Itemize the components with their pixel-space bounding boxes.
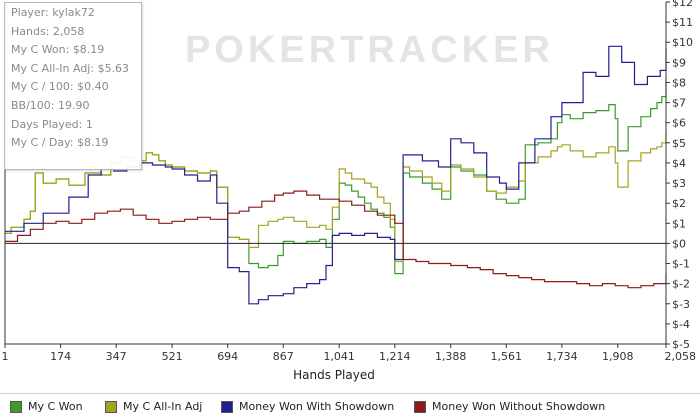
- y-tick-label: $1: [672, 217, 686, 230]
- y-tick-label: $-5: [672, 338, 690, 351]
- y-tick-label: $3: [672, 177, 686, 190]
- legend-label: Money Won With Showdown: [239, 400, 395, 413]
- y-tick-label: $5: [672, 137, 686, 150]
- x-tick-label: 867: [273, 350, 294, 363]
- y-tick-label: $12: [672, 0, 693, 9]
- series-line: [5, 190, 667, 289]
- y-tick-label: $10: [672, 36, 693, 49]
- y-tick-label: $9: [672, 56, 686, 69]
- x-axis-title: Hands Played: [293, 368, 375, 382]
- legend-item-all-in-adj[interactable]: My C All-In Adj: [105, 401, 202, 413]
- legend-swatch: [10, 401, 22, 413]
- legend-swatch: [414, 401, 426, 413]
- y-tick-label: $-2: [672, 278, 690, 291]
- chart: POKERTRACKER $-5 $-4 $-3 $-2 $-1 $0 $1 $2 $3 $4 $5…: [2, 0, 697, 382]
- stat-per-100: My C / 100: $0.40: [11, 80, 109, 94]
- y-tick-label: $-3: [672, 298, 690, 311]
- stat-per-day: My C / Day: $8.19: [11, 136, 109, 150]
- series-line: [5, 45, 667, 305]
- x-tick-label: 1,908: [602, 350, 634, 363]
- legend-swatch: [105, 401, 117, 413]
- stat-won: My C Won: $8.19: [11, 43, 105, 57]
- legend-item-my-c-won[interactable]: My C Won: [10, 401, 83, 413]
- legend-label: My C Won: [28, 400, 83, 413]
- x-tick-label: 1: [2, 350, 9, 363]
- y-tick-label: $7: [672, 97, 686, 110]
- stat-bb-100: BB/100: 19.90: [11, 98, 90, 112]
- legend-item-without-showdown[interactable]: Money Won Without Showdown: [414, 401, 605, 413]
- stat-allin-adj: My C All-In Adj: $5.63: [11, 61, 130, 75]
- x-tick-label: 694: [217, 350, 238, 363]
- stat-hands: Hands: 2,058: [11, 24, 85, 38]
- x-tick-label: 1,214: [379, 350, 411, 363]
- y-tick-label: $4: [672, 157, 686, 170]
- legend-label: Money Won Without Showdown: [432, 400, 606, 413]
- watermark-logo: POKERTRACKER: [185, 29, 554, 71]
- x-tick-label: 1,388: [435, 350, 467, 363]
- stat-days-played: Days Played: 1: [11, 117, 93, 131]
- y-tick-label: $6: [672, 117, 686, 130]
- y-tick-label: $8: [672, 76, 686, 89]
- legend-swatch: [221, 401, 233, 413]
- y-tick-label: $-1: [672, 258, 690, 271]
- y-tick-label: $-4: [672, 318, 690, 331]
- x-tick-label: 1,734: [546, 350, 578, 363]
- x-tick-label: 347: [106, 350, 127, 363]
- legend-label: My C All-In Adj: [123, 400, 203, 413]
- x-tick-label: 1,041: [323, 350, 355, 363]
- legend-item-with-showdown[interactable]: Money Won With Showdown: [221, 401, 394, 413]
- x-tick-label: 521: [162, 350, 183, 363]
- axes: $-5 $-4 $-3 $-2 $-1 $0 $1 $2 $3 $4 $5 $6 $7 $8 $9 $10 $1…: [2, 0, 697, 363]
- x-tick-label: 2,058: [665, 350, 697, 363]
- legend: My C Won My C All-In Adj Money Won With …: [0, 393, 700, 418]
- stats-box: Player: kylak72 Hands: 2,058 My C Won: $…: [4, 2, 142, 170]
- y-tick-label: $0: [672, 237, 686, 250]
- y-tick-label: $11: [672, 16, 693, 29]
- stat-player: Player: kylak72: [11, 6, 95, 19]
- x-tick-label: 1,561: [491, 350, 523, 363]
- x-tick-label: 174: [50, 350, 71, 363]
- y-tick-label: $2: [672, 197, 686, 210]
